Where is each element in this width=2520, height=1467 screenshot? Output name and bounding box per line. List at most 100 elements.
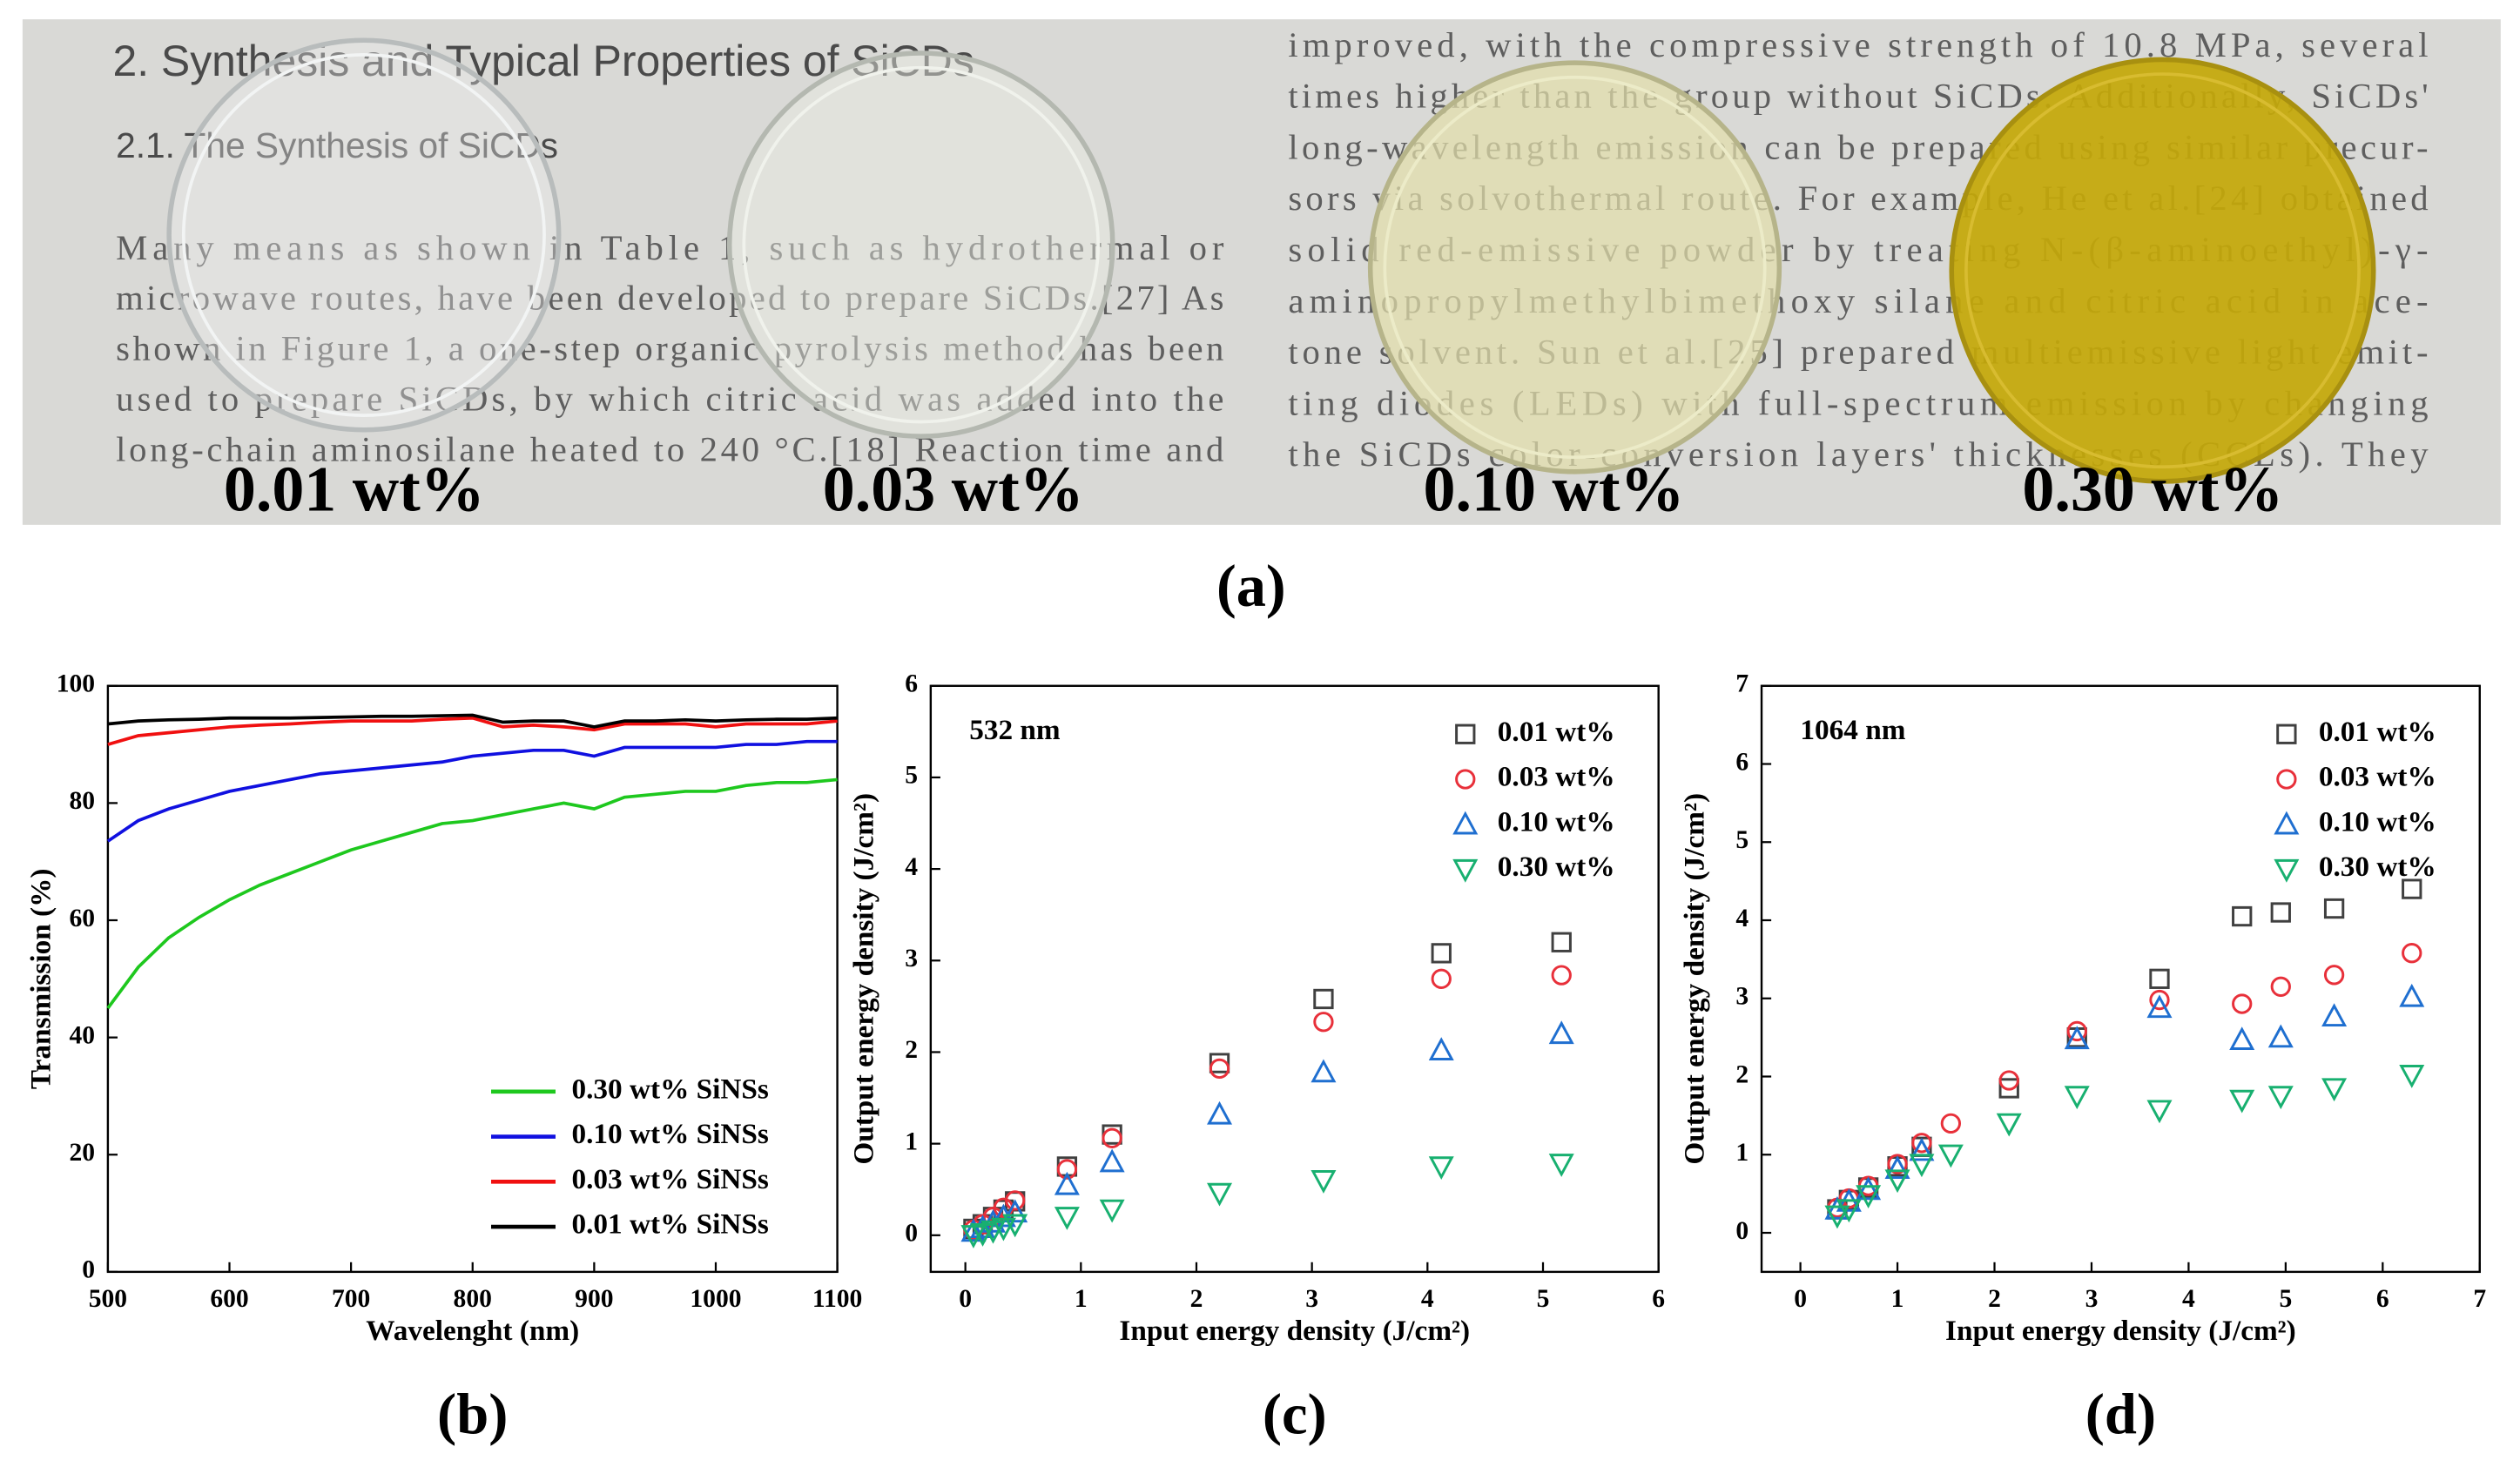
y-axis-label: Output energy density (J/cm²) [848, 793, 880, 1165]
legend-label: 0.10 wt% [1498, 805, 1615, 838]
marker-circle [2232, 993, 2253, 1014]
marker-circle [1313, 1012, 1334, 1033]
legend-label: 0.10 wt% [2319, 805, 2436, 838]
photo-left-text: Many means as shown in Table 1, such as … [116, 228, 1224, 469]
dish [1949, 57, 2376, 484]
marker-triangle-down [1996, 1113, 2022, 1137]
marker-triangle-down [2321, 1078, 2348, 1102]
marker-triangle [1452, 811, 1479, 835]
y-tick-label: 5 [1735, 826, 1749, 854]
y-tick-label: 3 [1735, 983, 1749, 1011]
y-tick-label: 40 [70, 1021, 96, 1049]
marker-square [2323, 898, 2345, 919]
marker-triangle-down [2064, 1086, 2090, 1110]
marker-triangle-down [990, 1217, 1016, 1242]
y-tick-label: 7 [1735, 670, 1749, 698]
dish [726, 50, 1115, 439]
marker-triangle-down [1099, 1199, 1125, 1223]
series-line [106, 739, 838, 843]
marker-triangle-down [1054, 1207, 1080, 1230]
dish-rim [181, 53, 546, 417]
y-tick-label: 0 [905, 1220, 918, 1248]
marker-circle [1431, 968, 1452, 989]
x-axis-label: Input energy density (J/cm²) [1119, 1315, 1470, 1347]
y-tick-label: 0 [82, 1256, 95, 1284]
marker-square [1313, 988, 1334, 1010]
x-tick-label: 6 [2376, 1285, 2389, 1313]
legend-label: 0.03 wt% [2319, 761, 2436, 793]
plot-frame [929, 684, 1660, 1274]
sample-label: 0.03 wt% [823, 454, 1084, 525]
y-tick-label: 1 [905, 1127, 918, 1155]
chart-panel: 0 1 2 3 4 5 6 7 0 1 2 3 4 5 6 7 Input energy density (J/… [1679, 670, 2487, 1447]
marker-triangle-down [2229, 1089, 2255, 1114]
x-tick-label: 1 [1075, 1285, 1088, 1313]
x-axis-label: Input energy density (J/cm²) [1945, 1315, 2296, 1347]
sample-label: 0.30 wt% [2022, 454, 2283, 525]
marker-triangle [1428, 1037, 1454, 1061]
marker-triangle [1002, 1199, 1028, 1223]
marker-triangle [2267, 1024, 2294, 1048]
marker-triangle-down [1856, 1185, 1882, 1209]
marker-triangle [2274, 811, 2300, 835]
marker-triangle [1548, 1020, 1574, 1045]
y-tick-label: 4 [905, 853, 918, 881]
x-tick-label: 6 [1652, 1285, 1665, 1313]
marker-triangle [1054, 1171, 1080, 1195]
marker-triangle-down [1909, 1154, 1935, 1178]
marker-triangle-down [1311, 1170, 1337, 1194]
x-tick-label: 3 [1305, 1285, 1318, 1313]
marker-triangle [960, 1218, 987, 1242]
photo-panel: 2. Synthesis and Typical Properties of S… [22, 19, 2501, 525]
dish-rim [742, 65, 1101, 424]
marker-circle [2402, 943, 2422, 964]
marker-circle [1551, 965, 1572, 986]
marker-triangle-down [1884, 1169, 1910, 1194]
annotation: 532 nm [969, 714, 1061, 746]
plot-frame [1760, 684, 2481, 1274]
marker-triangle [1856, 1176, 1882, 1201]
chart-panel: 500 600 700 800 900 1000 1100 0 20 40 60 80 100 Wavel… [25, 670, 863, 1447]
marker-square [2402, 878, 2422, 899]
marker-circle [2323, 965, 2345, 986]
marker-triangle [1909, 1137, 1935, 1161]
panel-label: (a) [1216, 553, 1286, 619]
y-tick-label: 60 [70, 905, 96, 932]
y-tick-label: 3 [905, 945, 918, 972]
dish-rim [1383, 75, 1767, 460]
photo-text-line: long-chain aminosilane heated to 240 °C.… [116, 429, 1223, 468]
marker-circle [1887, 1154, 1908, 1174]
panel-label: (b) [437, 1383, 508, 1446]
marker-triangle [2399, 983, 2425, 1007]
chart-panel: 0 1 2 3 4 5 6 0 1 2 3 4 5 6 Input energy density (J/cm… [848, 670, 1666, 1447]
x-tick-label: 4 [2182, 1285, 2195, 1313]
marker-triangle [1207, 1100, 1233, 1125]
legend-label: 0.01 wt% SiNSs [571, 1208, 768, 1241]
marker-triangle-down [2267, 1086, 2294, 1110]
sample-labels: 0.01 wt% 0.03 wt% 0.10 wt% 0.30 wt% [224, 454, 2283, 525]
x-tick-label: 0 [959, 1285, 972, 1313]
photo-text-line: improved, with the compressive strength … [1288, 25, 2428, 64]
marker-circle [1102, 1127, 1122, 1148]
y-axis-label: Output energy density (J/cm²) [1679, 793, 1711, 1165]
x-tick-label: 0 [1794, 1285, 1807, 1313]
x-tick-label: 1100 [812, 1285, 863, 1313]
marker-circle [2149, 989, 2170, 1011]
sample-label: 0.01 wt% [224, 454, 485, 525]
marker-triangle-down [2399, 1065, 2425, 1088]
x-tick-label: 4 [1421, 1285, 1434, 1313]
marker-circle [1998, 1070, 2019, 1091]
legend-label: 0.03 wt% SiNSs [571, 1163, 768, 1195]
marker-triangle-down [1428, 1156, 1454, 1181]
x-tick-label: 800 [454, 1285, 492, 1313]
marker-square [2276, 723, 2297, 744]
sample-label: 0.10 wt% [1424, 454, 1685, 525]
y-tick-label: 20 [70, 1139, 96, 1167]
marker-triangle-down [2274, 858, 2300, 883]
legend-label: 0.03 wt% [1498, 761, 1615, 793]
x-tick-label: 3 [2085, 1285, 2099, 1313]
marker-circle [1940, 1113, 1962, 1134]
marker-triangle-down [1452, 858, 1479, 883]
x-tick-label: 7 [2473, 1285, 2486, 1313]
